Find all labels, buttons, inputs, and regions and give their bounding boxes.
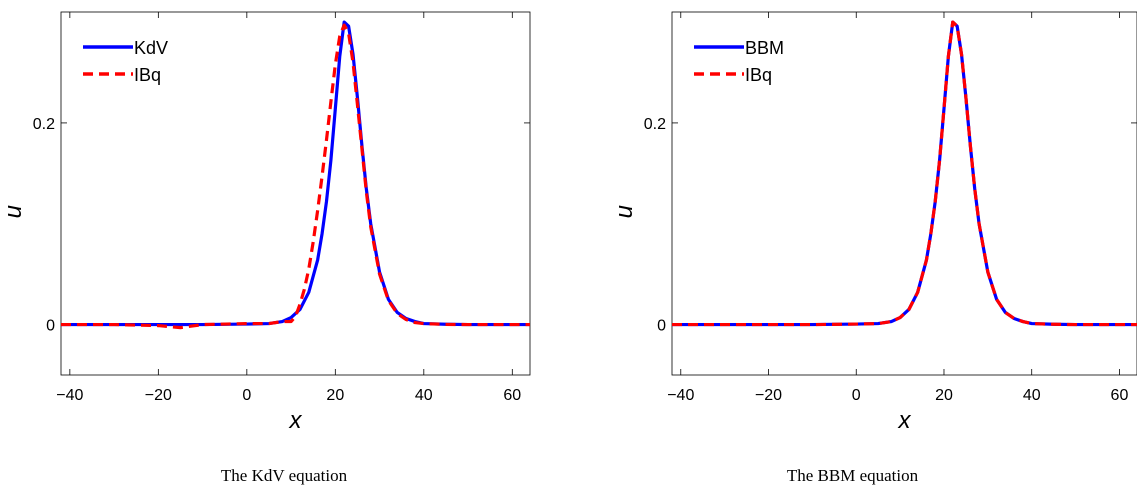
x-tick-label: −20 [145, 387, 172, 404]
y-tick-label: 0.2 [33, 116, 55, 133]
y-tick-label: 0.2 [644, 116, 666, 133]
caption-kdv: The KdV equation [220, 466, 348, 485]
y-tick-label: 0 [46, 318, 55, 335]
chart-bbm: −40 −20 0 20 40 60 0 0.2 x u BBM IBq [611, 11, 1137, 434]
x-tick-label: 40 [415, 387, 433, 404]
x-tick-label: 20 [326, 387, 344, 404]
x-tick-label: −20 [755, 387, 782, 404]
series-line-bbm [672, 20, 1137, 327]
series-line-ibq [672, 20, 1137, 327]
series-line-ibq [61, 23, 530, 330]
plot-frame [671, 11, 1137, 376]
chart-panel-bbm: −40 −20 0 20 40 60 0 0.2 x u BBM IBq The BBM equati… [568, 0, 1137, 490]
y-tick-label: 0 [657, 318, 666, 335]
x-tick-label: 40 [1023, 387, 1041, 404]
x-tick-label: 60 [1111, 387, 1129, 404]
x-tick-label: −40 [667, 387, 694, 404]
legend-label-ibq: IBq [134, 65, 161, 85]
x-tick-label: 0 [852, 387, 861, 404]
legend-label-bbm: BBM [745, 38, 784, 58]
y-axis-label: u [611, 205, 638, 218]
x-axis-label: x [289, 407, 303, 434]
x-tick-label: 60 [503, 387, 521, 404]
y-axis-label: u [0, 205, 27, 218]
series-line-kdv [61, 20, 530, 327]
chart-panel-kdv: −40 −20 0 20 40 60 0 0.2 x u KdV IBq The KdV equati… [0, 0, 568, 490]
legend-label-kdv: KdV [134, 38, 168, 58]
x-tick-label: 0 [242, 387, 251, 404]
x-axis-label: x [898, 407, 912, 434]
legend-label-ibq: IBq [745, 65, 772, 85]
x-tick-label: 20 [935, 387, 953, 404]
plot-frame [60, 11, 531, 376]
x-tick-label: −40 [56, 387, 83, 404]
chart-kdv: −40 −20 0 20 40 60 0 0.2 x u KdV IBq [0, 11, 531, 434]
caption-bbm: The BBM equation [786, 466, 919, 485]
